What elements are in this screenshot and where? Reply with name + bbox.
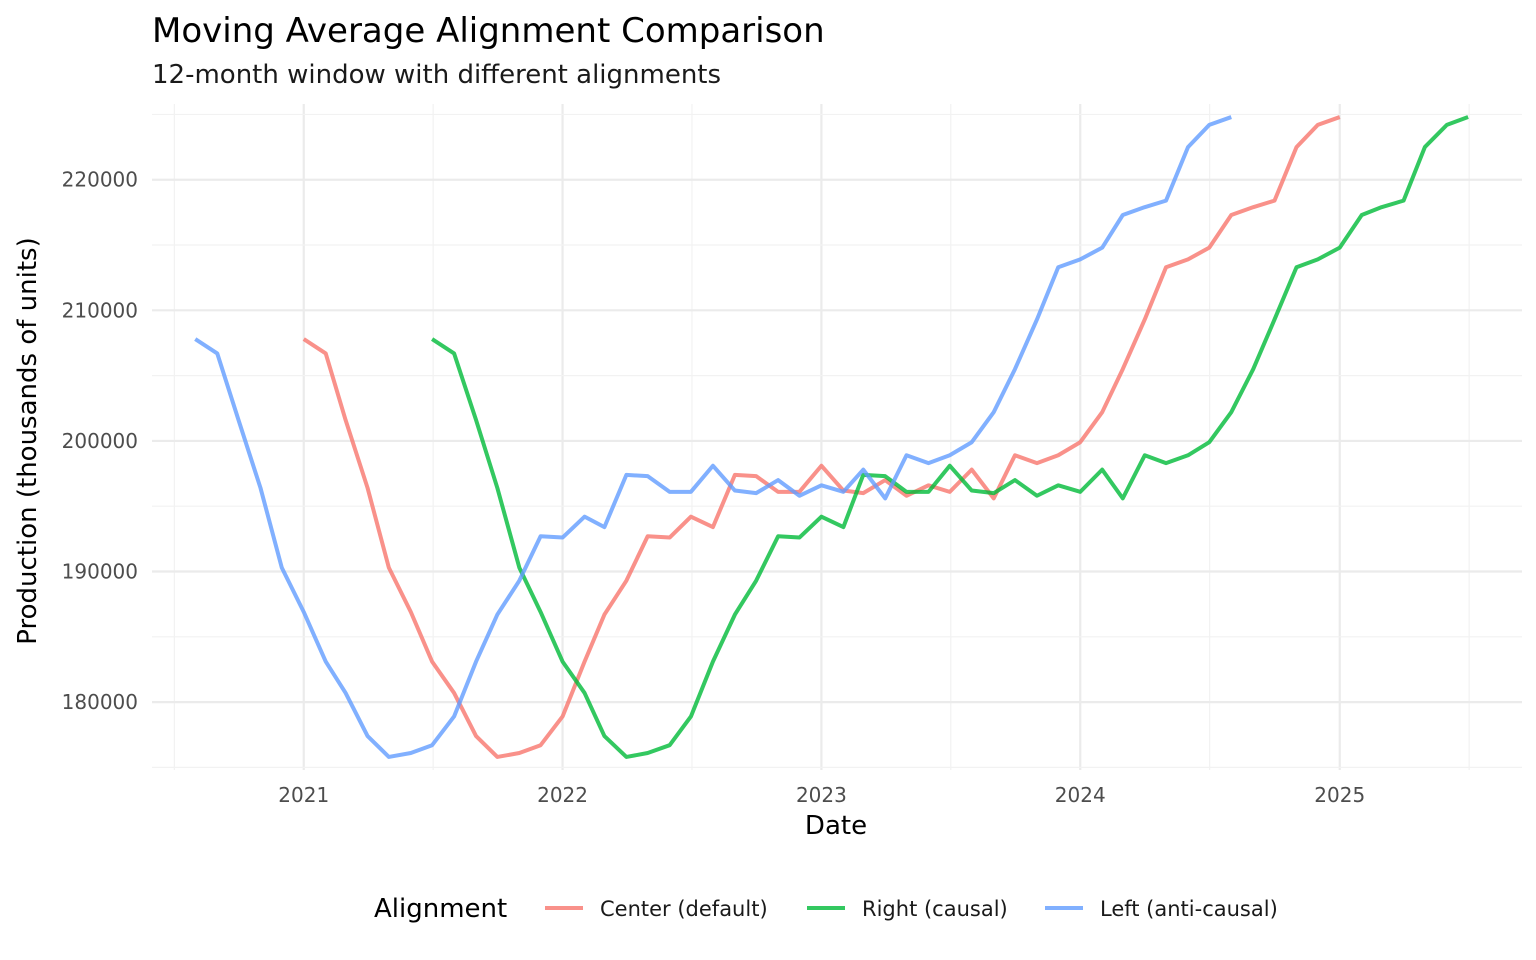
series-line	[302, 115, 1341, 759]
series-line	[431, 115, 1469, 759]
legend-label: Right (causal)	[862, 897, 1008, 921]
legend-label: Center (default)	[600, 897, 768, 921]
x-tick-label: 2025	[1314, 783, 1365, 807]
plot-grid	[152, 104, 1522, 770]
series-line	[194, 115, 1232, 759]
y-axis-title: Production (thousands of units)	[13, 237, 43, 644]
y-tick-label: 210000	[62, 298, 138, 322]
y-tick-label: 200000	[62, 429, 138, 453]
legend-title: Alignment	[374, 894, 507, 924]
y-axis-ticks: 180000 190000 200000 210000 220000	[62, 168, 138, 714]
y-tick-label: 180000	[62, 690, 138, 714]
x-tick-label: 2024	[1055, 783, 1106, 807]
x-axis-title: Date	[805, 811, 867, 841]
chart-subtitle: 12-month window with different alignment…	[152, 60, 721, 90]
legend-label: Left (anti-causal)	[1100, 897, 1278, 921]
x-axis-ticks: 2021 2022 2023 2024 2025	[278, 783, 1365, 807]
x-tick-label: 2023	[796, 783, 847, 807]
x-tick-label: 2021	[278, 783, 329, 807]
legend: Alignment Center (default) Right (causal)…	[374, 894, 1278, 924]
x-tick-label: 2022	[537, 783, 588, 807]
y-tick-label: 190000	[62, 560, 138, 584]
chart-title: Moving Average Alignment Comparison	[152, 11, 825, 51]
series-lines	[194, 115, 1469, 759]
y-tick-label: 220000	[62, 168, 138, 192]
